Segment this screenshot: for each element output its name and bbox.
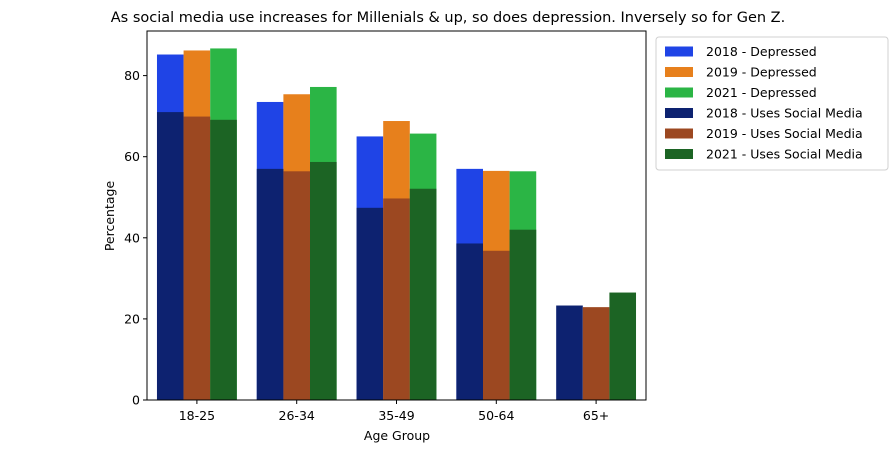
bar-2018-uses-social-media-35-49 bbox=[356, 207, 384, 400]
bar-2019-uses-social-media-65plus bbox=[582, 307, 610, 400]
legend-swatch bbox=[665, 46, 693, 57]
bars-layer bbox=[156, 48, 637, 401]
bar-2019-uses-social-media-26-34 bbox=[283, 171, 311, 400]
bar-2018-uses-social-media-65plus bbox=[556, 305, 583, 400]
x-axis: 18-25 26-34 35-49 50-64 65+ bbox=[179, 400, 609, 423]
legend-box bbox=[655, 36, 889, 171]
bar-2021-uses-social-media-35-49 bbox=[409, 188, 437, 400]
legend-swatch bbox=[665, 87, 693, 98]
y-tick-label: 80 bbox=[124, 68, 140, 83]
legend-label: 2018 - Uses Social Media bbox=[706, 106, 863, 121]
legend-label: 2019 - Uses Social Media bbox=[706, 126, 863, 141]
bar-2021-uses-social-media-50-64 bbox=[509, 229, 537, 400]
legend-swatch bbox=[665, 108, 693, 118]
x-axis-label: Age Group bbox=[364, 428, 430, 443]
bar-2021-uses-social-media-26-34 bbox=[310, 161, 337, 400]
legend: 2018 - Depressed 2019 - Depressed 2021 - D… bbox=[655, 36, 889, 171]
legend-label: 2021 - Depressed bbox=[706, 85, 817, 100]
plot-frame bbox=[146, 30, 647, 401]
bar-2018-uses-social-media-26-34 bbox=[256, 168, 284, 400]
x-tick-label: 26-34 bbox=[279, 408, 315, 423]
y-tick-label: 60 bbox=[124, 149, 140, 164]
y-tick-label: 40 bbox=[124, 230, 140, 245]
bar-2018-uses-social-media-18-25 bbox=[156, 112, 184, 400]
bar-2018-uses-social-media-50-64 bbox=[456, 243, 483, 400]
legend-label: 2021 - Uses Social Media bbox=[706, 147, 863, 162]
bar-2019-uses-social-media-18-25 bbox=[183, 116, 211, 401]
y-tick-label: 0 bbox=[132, 393, 140, 408]
legend-label: 2019 - Depressed bbox=[706, 65, 817, 80]
x-tick-label: 18-25 bbox=[179, 408, 215, 423]
legend-swatch bbox=[665, 149, 693, 159]
x-tick-label: 65+ bbox=[583, 408, 609, 423]
x-tick-label: 35-49 bbox=[378, 408, 414, 423]
y-axis: 0 20 40 60 80 bbox=[124, 68, 147, 408]
bar-2019-uses-social-media-35-49 bbox=[383, 198, 410, 400]
bar-2021-uses-social-media-18-25 bbox=[210, 119, 237, 401]
y-tick-label: 20 bbox=[124, 311, 140, 326]
legend-swatch bbox=[665, 67, 693, 77]
legend-label: 2018 - Depressed bbox=[706, 44, 817, 59]
x-tick-label: 50-64 bbox=[478, 408, 514, 423]
bar-2019-uses-social-media-50-64 bbox=[482, 250, 510, 400]
y-axis-label: Percentage bbox=[102, 181, 117, 252]
legend-swatch bbox=[665, 128, 693, 139]
bar-2021-uses-social-media-65plus bbox=[609, 292, 637, 400]
chart-title: As social media use increases for Millen… bbox=[111, 10, 785, 26]
